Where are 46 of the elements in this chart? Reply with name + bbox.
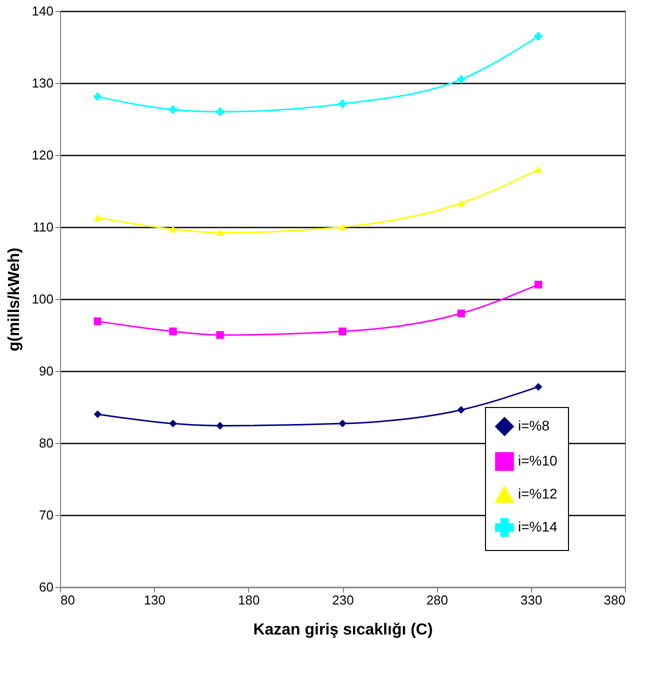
y-tick-label: 120: [32, 148, 54, 162]
x-tick-label: 130: [144, 592, 166, 608]
y-tick-label: 60: [39, 580, 54, 594]
point: [216, 422, 224, 430]
y-tick-label: 90: [39, 364, 54, 378]
point: [169, 328, 177, 336]
point: [169, 226, 177, 233]
point: [534, 382, 542, 391]
x-tick-label: 330: [520, 592, 542, 608]
x-tick-label: 80: [60, 592, 75, 608]
x-axis-title: Kazan giriş sıcaklığı (C): [253, 622, 433, 638]
point: [338, 420, 346, 428]
y-axis-title: g(mills/kWeh): [6, 248, 23, 352]
point: [216, 108, 224, 116]
y-tick-label: 140: [32, 4, 54, 18]
point: [216, 229, 224, 236]
point: [94, 214, 102, 221]
y-tick-label: 110: [32, 220, 54, 234]
y-tick-label: 80: [39, 436, 54, 450]
point: [338, 100, 346, 108]
point: [457, 200, 466, 207]
point: [94, 317, 102, 326]
point: [457, 76, 466, 84]
point: [94, 410, 102, 418]
point: [338, 224, 346, 230]
point: [534, 32, 542, 40]
x-tick-label: 230: [332, 592, 354, 608]
point: [94, 92, 102, 101]
legend-label: i=%14: [518, 518, 558, 534]
point: [338, 328, 346, 336]
point: [216, 331, 224, 339]
x-tick-label: 380: [604, 592, 626, 608]
legend-label: i=%10: [518, 452, 558, 468]
point: [169, 420, 177, 428]
point: [534, 280, 542, 288]
x-tick-label: 280: [426, 592, 448, 608]
y-tick-label: 100: [32, 292, 54, 306]
point: [457, 406, 466, 414]
point: [457, 310, 466, 318]
legend-label: i=%12: [518, 486, 558, 502]
point: [534, 166, 542, 173]
x-tick-label: 180: [238, 592, 260, 608]
legend-label: i=%8: [518, 418, 550, 434]
y-tick-label: 130: [32, 76, 54, 90]
y-tick-label: 70: [39, 508, 54, 522]
point: [169, 106, 177, 114]
